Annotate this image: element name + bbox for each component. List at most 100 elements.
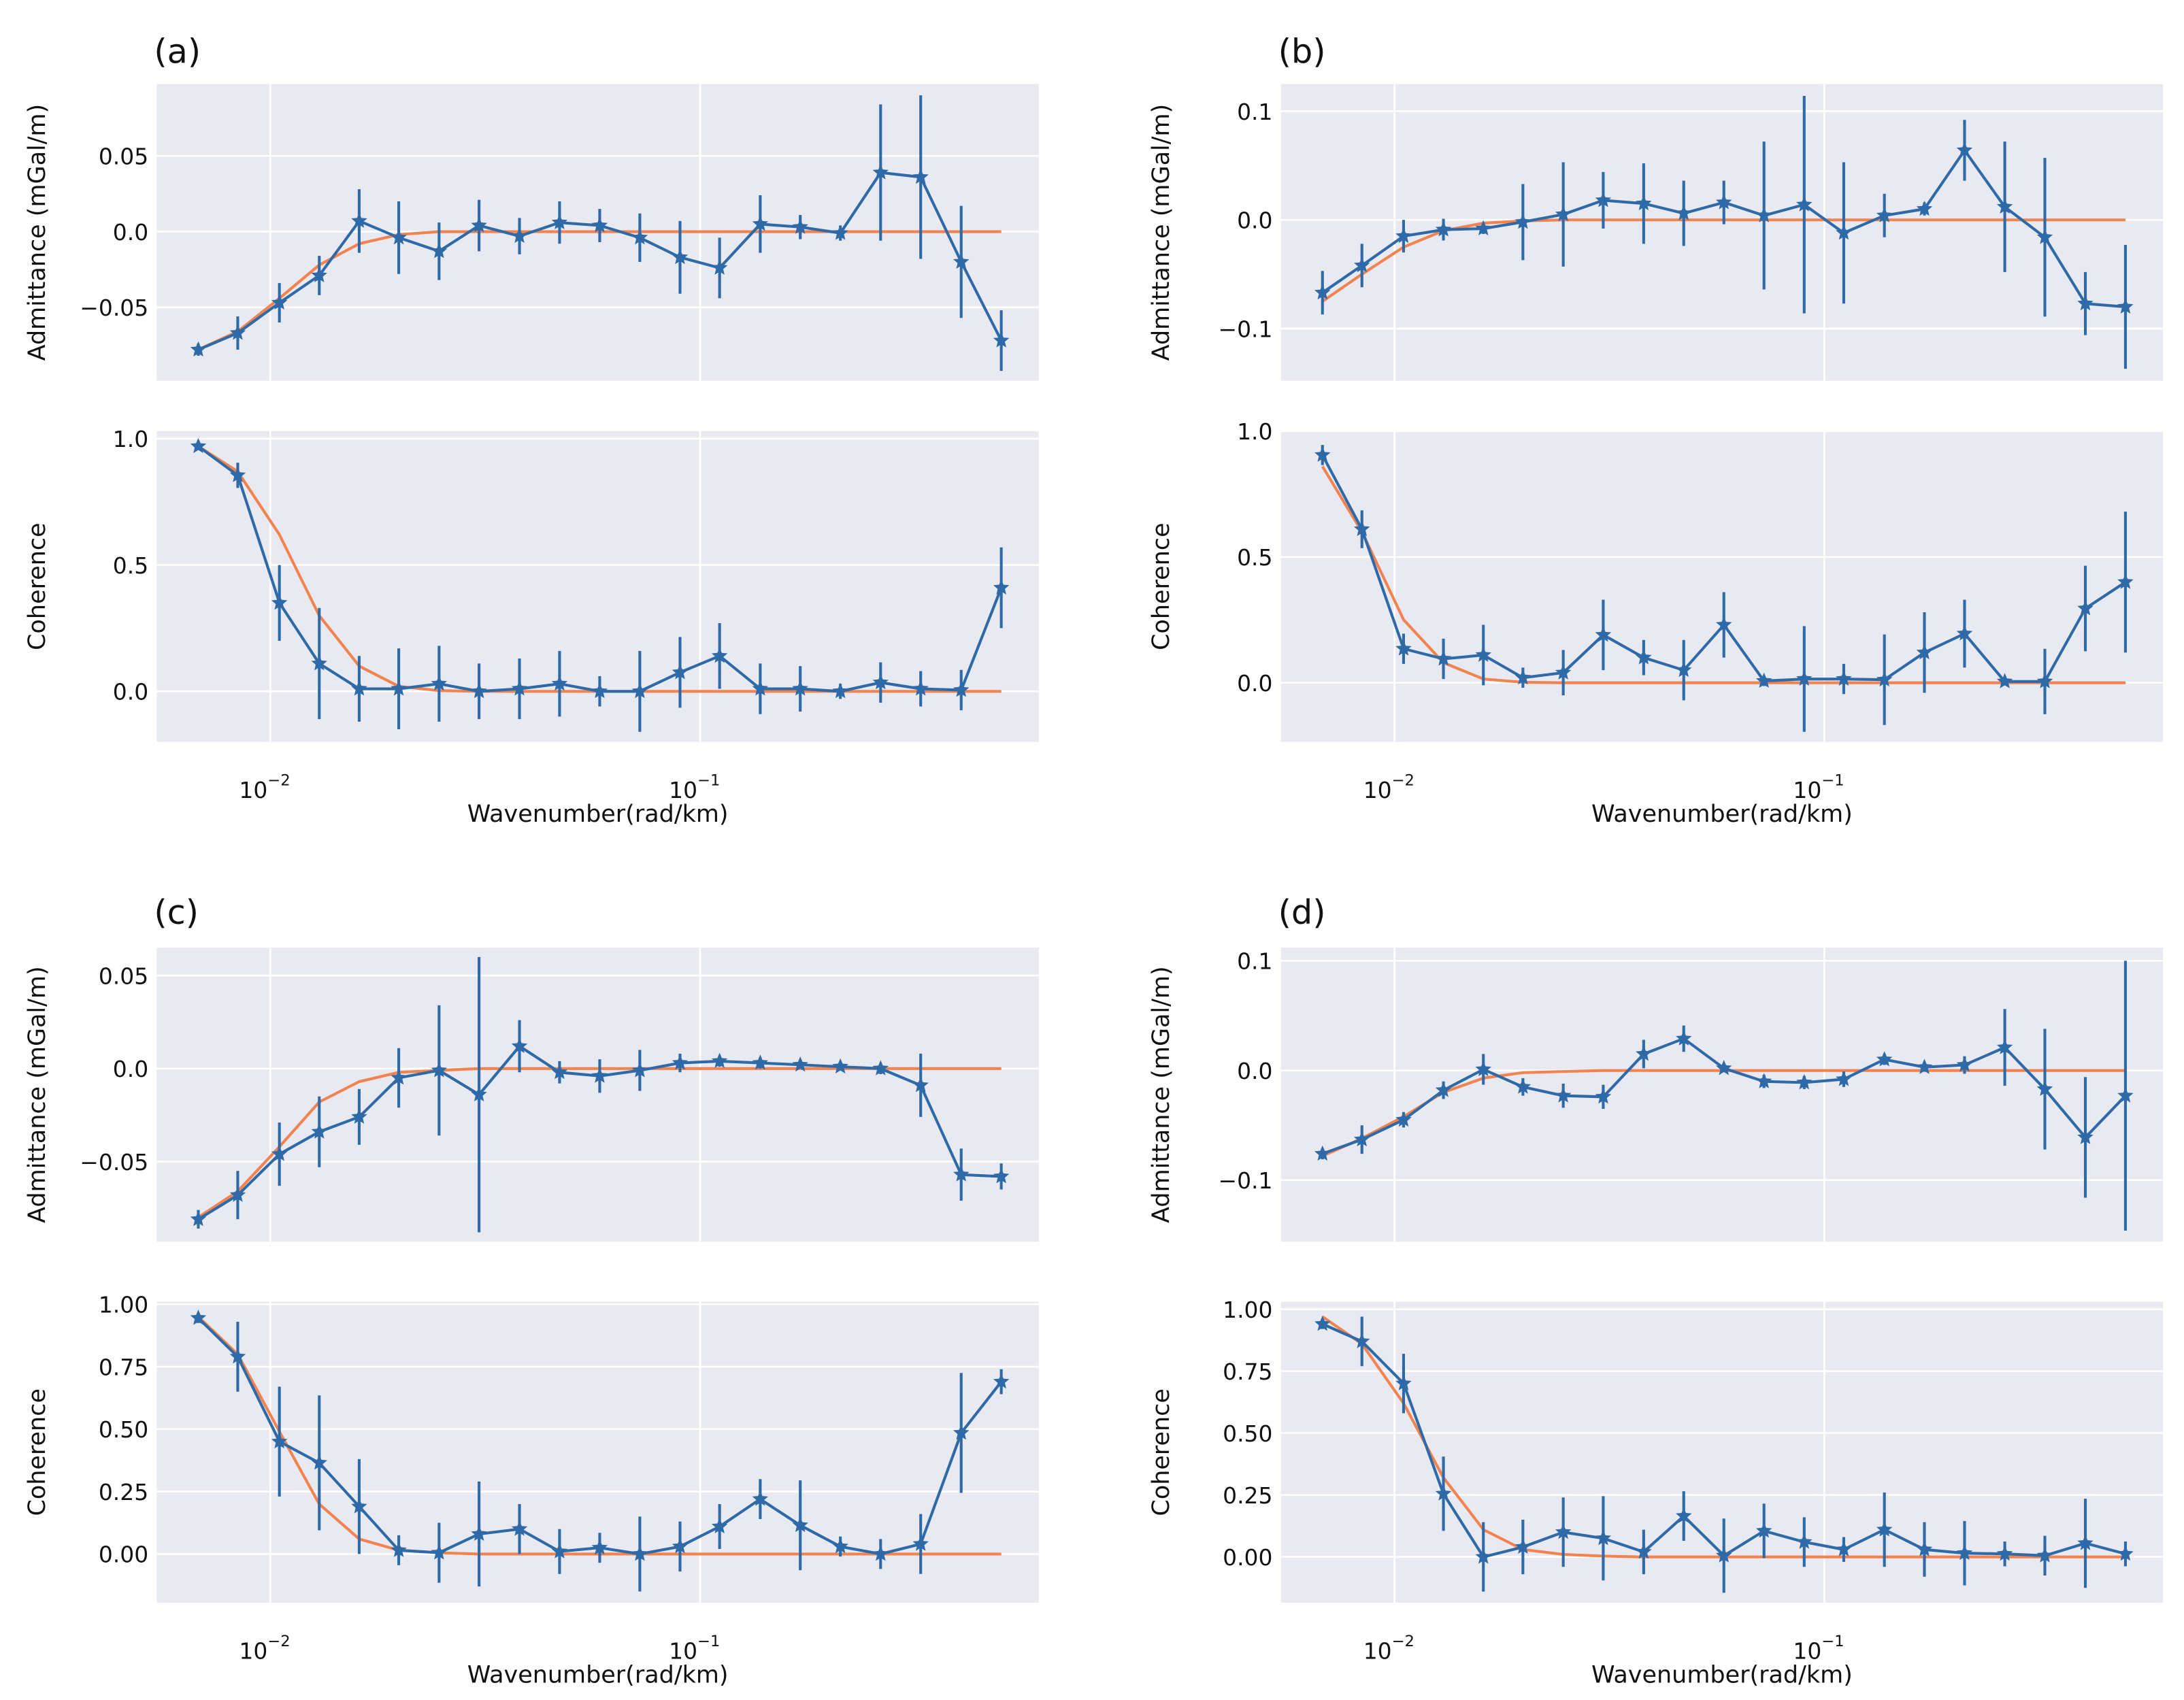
y-tick-label: 0.50 xyxy=(99,1416,148,1443)
y-tick-label: 0.0 xyxy=(113,679,148,705)
star-marker xyxy=(391,680,407,696)
y-tick-label: 0.05 xyxy=(99,963,148,989)
star-marker xyxy=(591,1539,608,1555)
star-marker xyxy=(311,267,327,282)
plot-area xyxy=(1280,84,2164,381)
star-marker xyxy=(912,168,929,184)
star-marker xyxy=(792,680,808,696)
star-marker xyxy=(1996,673,2013,688)
star-marker xyxy=(832,1538,848,1554)
star-marker xyxy=(872,1546,889,1561)
star-marker xyxy=(391,229,407,245)
star-marker xyxy=(551,1543,568,1559)
star-marker xyxy=(2117,573,2134,589)
star-marker xyxy=(511,1520,528,1536)
star-marker xyxy=(1916,644,1933,660)
star-marker xyxy=(792,1516,808,1533)
star-marker xyxy=(1755,207,1772,222)
star-marker xyxy=(1876,207,1893,222)
y-tick-label: 0.0 xyxy=(1237,207,1272,234)
star-marker xyxy=(551,1063,568,1080)
star-marker xyxy=(1916,1541,1933,1556)
panel-d: (d) −0.1 0.0 0.1 Admittance (mGal/m) 0.00 0.25… xyxy=(1148,893,2164,1688)
star-marker xyxy=(2117,1087,2134,1103)
star-marker xyxy=(1314,284,1331,300)
star-marker xyxy=(1595,192,1612,207)
star-marker xyxy=(271,1433,288,1449)
y-tick-label: 0.50 xyxy=(1223,1420,1272,1447)
star-marker xyxy=(2036,1080,2053,1097)
star-marker xyxy=(1715,1547,1732,1563)
star-marker xyxy=(993,1373,1010,1389)
star-marker xyxy=(672,664,689,680)
star-marker xyxy=(591,1067,608,1083)
plot-area xyxy=(156,948,1039,1242)
star-marker xyxy=(631,1062,648,1078)
star-marker xyxy=(752,1054,769,1070)
y-axis-label: Admittance (mGal/m) xyxy=(24,104,51,361)
star-marker xyxy=(2077,295,2094,311)
star-marker xyxy=(1475,1548,1491,1564)
x-tick-base: 10 xyxy=(1793,777,1821,803)
star-marker xyxy=(993,1168,1010,1184)
panel-label: (a) xyxy=(154,32,201,71)
star-marker xyxy=(631,229,648,245)
admittance-subplot: −0.1 0.0 0.1 Admittance (mGal/m) xyxy=(1148,948,2164,1242)
x-axis-label: Wavenumber(rad/km) xyxy=(1591,1661,1853,1688)
panel-label: (d) xyxy=(1278,893,1326,932)
y-tick-label: 0.0 xyxy=(113,219,148,246)
y-axis-label: Coherence xyxy=(1148,1388,1175,1516)
y-tick-label: 0.75 xyxy=(1223,1359,1272,1385)
y-axis-label: Admittance (mGal/m) xyxy=(1148,104,1175,361)
y-tick-label: 0.5 xyxy=(113,552,148,579)
star-marker xyxy=(2117,298,2134,314)
star-marker xyxy=(2077,600,2094,616)
star-marker xyxy=(1555,664,1572,680)
star-marker xyxy=(953,253,970,269)
star-marker xyxy=(1395,1111,1412,1127)
star-marker xyxy=(1515,669,1532,685)
star-marker xyxy=(229,1348,246,1364)
star-marker xyxy=(1555,1523,1572,1539)
star-marker xyxy=(792,218,808,234)
star-marker xyxy=(391,1541,407,1557)
star-marker xyxy=(511,1037,528,1053)
star-marker xyxy=(1314,446,1331,462)
plot-area xyxy=(1280,948,2164,1242)
y-axis-label: Admittance (mGal/m) xyxy=(24,966,51,1223)
x-tick-base: 10 xyxy=(239,1637,267,1664)
star-marker xyxy=(311,1454,327,1470)
admittance-subplot: −0.1 0.0 0.1 Admittance (mGal/m) xyxy=(1148,84,2164,381)
star-marker xyxy=(1395,1375,1412,1390)
star-marker xyxy=(471,217,487,233)
star-marker xyxy=(2036,229,2053,244)
x-tick-exponent: −2 xyxy=(1392,1633,1414,1650)
star-marker xyxy=(1435,1485,1452,1501)
star-marker xyxy=(1636,1046,1652,1061)
star-marker xyxy=(1353,1333,1370,1348)
y-tick-label: −0.05 xyxy=(80,1149,148,1176)
star-marker xyxy=(1353,520,1370,536)
x-tick-exponent: −1 xyxy=(697,771,720,789)
y-tick-label: 0.25 xyxy=(99,1479,148,1505)
star-marker xyxy=(1435,221,1452,237)
x-tick-base: 10 xyxy=(1363,1637,1392,1664)
star-marker xyxy=(351,680,367,696)
star-marker xyxy=(1636,649,1652,665)
y-tick-label: 1.00 xyxy=(1223,1297,1272,1323)
star-marker xyxy=(1555,1087,1572,1103)
x-tick-base: 10 xyxy=(1793,1637,1821,1664)
x-tick-label: 10−1 xyxy=(669,771,720,803)
x-tick-label: 10−2 xyxy=(1363,1633,1414,1665)
star-marker xyxy=(1755,672,1772,688)
star-marker xyxy=(1475,646,1491,662)
y-tick-label: 0.1 xyxy=(1237,99,1272,125)
y-tick-label: 0.75 xyxy=(99,1354,148,1380)
star-marker xyxy=(229,1186,246,1202)
star-marker xyxy=(672,1538,689,1554)
star-marker xyxy=(1475,1061,1491,1076)
star-marker xyxy=(471,682,487,699)
star-marker xyxy=(1636,1543,1652,1559)
star-marker xyxy=(752,215,769,231)
